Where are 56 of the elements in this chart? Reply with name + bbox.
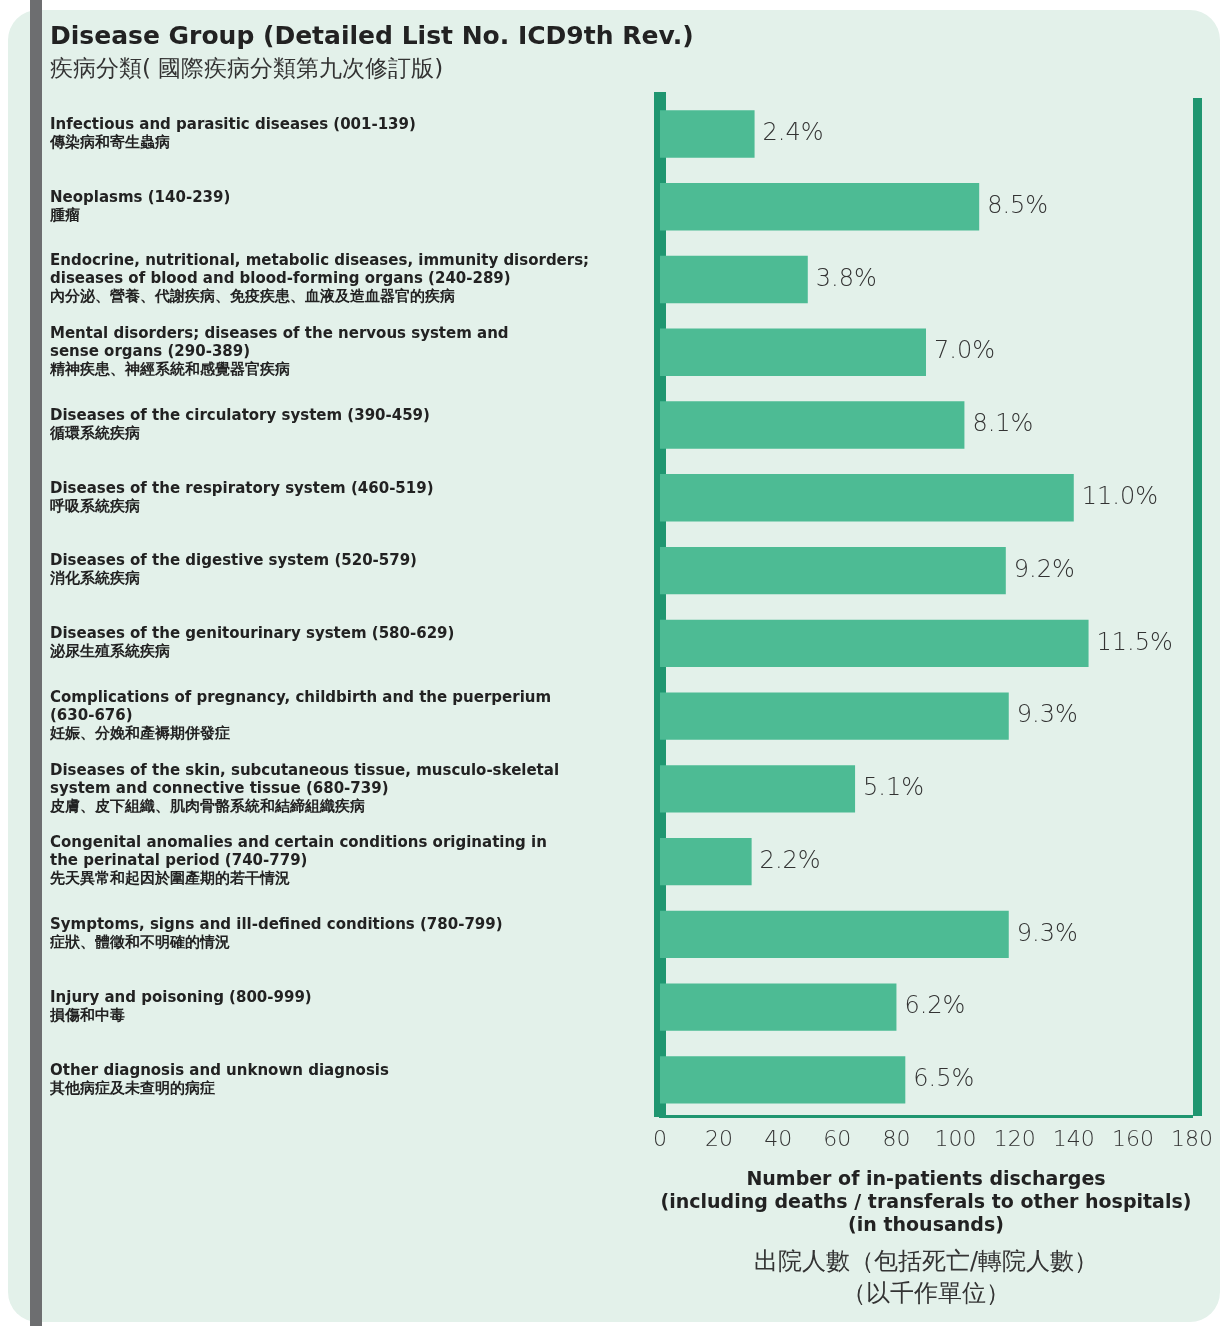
- x-tick-label: 0: [653, 1126, 667, 1152]
- x-tick-label: 160: [1111, 1126, 1154, 1152]
- annotation: 11.5%: [1096, 627, 1173, 656]
- y-tick-label: Diseases of the genitourinary system (580-629) 泌尿生殖系統疾病: [49, 624, 455, 661]
- y-tick-label: Endocrine, nutritional, metabolic diseases, immunity disorders; diseases of blood and blood-forming organs (240-289) 內分泌、營養、代謝疾病、免疫疾患、血液及造血器官的疾病: [50, 251, 590, 306]
- y-tick-label: Injury and poisoning (800-999) 損傷和中毒: [49, 987, 312, 1024]
- bar: [660, 183, 980, 231]
- x-tick-label: 100: [934, 1126, 977, 1152]
- bar: [660, 619, 1089, 667]
- bar: [660, 110, 755, 158]
- y-tick-label: Neoplasms (140-239) 腫瘤: [49, 187, 231, 224]
- text: Disease Group (Detailed List No. ICD9th Rev.): [50, 20, 694, 50]
- annotation: 3.8%: [815, 263, 877, 292]
- annotation: 2.2%: [759, 845, 821, 874]
- annotation: 6.2%: [904, 991, 966, 1020]
- text: 疾病分類( 國際疾病分類第九次修訂版): [50, 54, 444, 81]
- bar: [660, 546, 1006, 595]
- annotation: 6.5%: [913, 1064, 975, 1093]
- y-tick-label: Complications of pregnancy, childbirth and the puerperium (630-676) 妊娠、分娩和產褥期併發症: [49, 687, 552, 742]
- bar: [660, 255, 808, 304]
- x-tick-label: 140: [1052, 1126, 1095, 1152]
- annotation: 9.2%: [1013, 554, 1075, 583]
- annotation: 7.0%: [934, 336, 995, 365]
- x-tick-label: 20: [705, 1126, 734, 1152]
- y-tick-label: Diseases of the digestive system (520-579) 消化系統疾病: [49, 551, 417, 588]
- y-tick-label: Mental disorders; diseases of the nervous system and sense organs (290-389) 精神疾患、神經系統和感覺器官疾病: [49, 324, 509, 379]
- y-tick-label: Symptoms, signs and ill-defined conditions (780-799) 症狀、體徵和不明確的情況: [49, 915, 503, 952]
- bar: [660, 765, 856, 813]
- annotation: 9.3%: [1016, 918, 1078, 947]
- annotation: 8.1%: [972, 409, 1034, 438]
- bar: [660, 474, 1074, 522]
- bar: [660, 837, 752, 886]
- y-tick-label: Congenital anomalies and certain conditions originating in the perinatal period (740-779) 先天異常和起因於圍產期的若干情況: [49, 833, 547, 888]
- x-axis-title: Number of in-patients discharges (including deaths / transferals to other hospitals) (in thousands): [660, 1166, 1192, 1235]
- x-tick-label: 40: [764, 1126, 793, 1152]
- annotation: 5.1%: [863, 773, 925, 802]
- x-tick-label: 60: [823, 1126, 852, 1152]
- bar: [660, 692, 1009, 740]
- text: 出院人數（包括死亡/轉院人數）（以千作單位）: [752, 1246, 1100, 1309]
- annotation: 11.0%: [1081, 482, 1159, 510]
- bar: [660, 328, 926, 376]
- x-tick-label: 180: [1171, 1126, 1213, 1152]
- y-tick-label: Diseases of the circulatory system (390-459) 循環系統疾病: [49, 405, 430, 442]
- bar: [660, 983, 897, 1031]
- x-tick-label: 120: [993, 1126, 1036, 1152]
- bar: [660, 1056, 906, 1104]
- y-tick-label: Infectious and parasitic diseases (001-139) 傳染病和寄生蟲病: [49, 114, 416, 151]
- y-tick-label: Diseases of the skin, subcutaneous tissue, musculo-skeletal system and connective tissue (680-739) 皮膚、皮下組織、肌肉骨骼系統和結締組織疾病: [49, 760, 560, 815]
- annotation: 9.3%: [1016, 700, 1078, 729]
- bar: [660, 910, 1009, 958]
- annotation: 8.5%: [987, 190, 1049, 219]
- annotation: 2.4%: [762, 118, 824, 147]
- y-tick-label: Other diagnosis and unknown diagnosis 其他病症及未查明的病症: [49, 1060, 389, 1097]
- x-tick-label: 80: [882, 1126, 911, 1152]
- bar: [660, 401, 965, 449]
- y-tick-label: Diseases of the respiratory system (460-519) 呼吸系統疾病: [50, 478, 434, 515]
